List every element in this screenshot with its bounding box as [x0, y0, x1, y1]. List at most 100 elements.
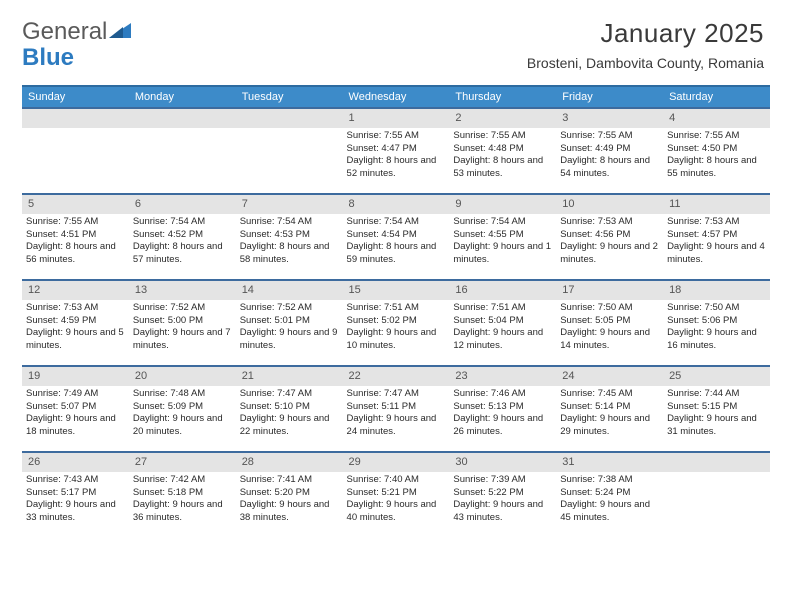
sunset-line: Sunset: 5:17 PM: [26, 487, 125, 500]
daylight-line: Daylight: 9 hours and 29 minutes.: [560, 413, 659, 439]
sunset-line: Sunset: 5:01 PM: [240, 315, 339, 328]
day-number: 14: [236, 281, 343, 300]
sunset-line: Sunset: 5:05 PM: [560, 315, 659, 328]
sunset-line: Sunset: 5:07 PM: [26, 401, 125, 414]
calendar-cell: 5Sunrise: 7:55 AMSunset: 4:51 PMDaylight…: [22, 194, 129, 280]
calendar-cell: 27Sunrise: 7:42 AMSunset: 5:18 PMDayligh…: [129, 452, 236, 538]
calendar-cell: 16Sunrise: 7:51 AMSunset: 5:04 PMDayligh…: [449, 280, 556, 366]
sunrise-line: Sunrise: 7:53 AM: [560, 216, 659, 229]
calendar-cell: 13Sunrise: 7:52 AMSunset: 5:00 PMDayligh…: [129, 280, 236, 366]
calendar-row: 1Sunrise: 7:55 AMSunset: 4:47 PMDaylight…: [22, 108, 770, 194]
day-number: 11: [663, 195, 770, 214]
daylight-line: Daylight: 9 hours and 40 minutes.: [347, 499, 446, 525]
day-number: 3: [556, 109, 663, 128]
daylight-line: Daylight: 9 hours and 7 minutes.: [133, 327, 232, 353]
sunset-line: Sunset: 4:55 PM: [453, 229, 552, 242]
day-details: Sunrise: 7:53 AMSunset: 4:57 PMDaylight:…: [663, 214, 770, 269]
calendar-cell: 26Sunrise: 7:43 AMSunset: 5:17 PMDayligh…: [22, 452, 129, 538]
sunset-line: Sunset: 4:48 PM: [453, 143, 552, 156]
daylight-line: Daylight: 8 hours and 59 minutes.: [347, 241, 446, 267]
sunrise-line: Sunrise: 7:43 AM: [26, 474, 125, 487]
sunset-line: Sunset: 5:10 PM: [240, 401, 339, 414]
sunrise-line: Sunrise: 7:47 AM: [347, 388, 446, 401]
calendar-cell: 9Sunrise: 7:54 AMSunset: 4:55 PMDaylight…: [449, 194, 556, 280]
calendar-table: Sunday Monday Tuesday Wednesday Thursday…: [22, 85, 770, 538]
daylight-line: Daylight: 9 hours and 24 minutes.: [347, 413, 446, 439]
sunrise-line: Sunrise: 7:53 AM: [667, 216, 766, 229]
sunrise-line: Sunrise: 7:54 AM: [133, 216, 232, 229]
sunset-line: Sunset: 4:56 PM: [560, 229, 659, 242]
calendar-cell: 7Sunrise: 7:54 AMSunset: 4:53 PMDaylight…: [236, 194, 343, 280]
daylight-line: Daylight: 9 hours and 31 minutes.: [667, 413, 766, 439]
day-details: Sunrise: 7:52 AMSunset: 5:00 PMDaylight:…: [129, 300, 236, 355]
day-details: Sunrise: 7:47 AMSunset: 5:10 PMDaylight:…: [236, 386, 343, 441]
day-details: Sunrise: 7:55 AMSunset: 4:49 PMDaylight:…: [556, 128, 663, 183]
day-number: 6: [129, 195, 236, 214]
sunset-line: Sunset: 5:00 PM: [133, 315, 232, 328]
daylight-line: Daylight: 8 hours and 52 minutes.: [347, 155, 446, 181]
day-number: 2: [449, 109, 556, 128]
calendar-cell: 20Sunrise: 7:48 AMSunset: 5:09 PMDayligh…: [129, 366, 236, 452]
day-details: Sunrise: 7:46 AMSunset: 5:13 PMDaylight:…: [449, 386, 556, 441]
sunset-line: Sunset: 4:53 PM: [240, 229, 339, 242]
calendar-cell: 17Sunrise: 7:50 AMSunset: 5:05 PMDayligh…: [556, 280, 663, 366]
weekday-header-row: Sunday Monday Tuesday Wednesday Thursday…: [22, 86, 770, 108]
day-number: 20: [129, 367, 236, 386]
sunrise-line: Sunrise: 7:55 AM: [26, 216, 125, 229]
day-number: 27: [129, 453, 236, 472]
day-details: Sunrise: 7:38 AMSunset: 5:24 PMDaylight:…: [556, 472, 663, 527]
sunrise-line: Sunrise: 7:54 AM: [453, 216, 552, 229]
day-details: Sunrise: 7:54 AMSunset: 4:53 PMDaylight:…: [236, 214, 343, 269]
sunrise-line: Sunrise: 7:55 AM: [667, 130, 766, 143]
calendar-cell: 10Sunrise: 7:53 AMSunset: 4:56 PMDayligh…: [556, 194, 663, 280]
sunrise-line: Sunrise: 7:38 AM: [560, 474, 659, 487]
daylight-line: Daylight: 9 hours and 14 minutes.: [560, 327, 659, 353]
sunset-line: Sunset: 5:21 PM: [347, 487, 446, 500]
day-number: 28: [236, 453, 343, 472]
day-number: [236, 109, 343, 128]
calendar-body: 1Sunrise: 7:55 AMSunset: 4:47 PMDaylight…: [22, 108, 770, 538]
title-block: January 2025 Brosteni, Dambovita County,…: [527, 18, 764, 71]
daylight-line: Daylight: 9 hours and 10 minutes.: [347, 327, 446, 353]
day-details: Sunrise: 7:50 AMSunset: 5:05 PMDaylight:…: [556, 300, 663, 355]
weekday-header: Thursday: [449, 86, 556, 108]
weekday-header: Sunday: [22, 86, 129, 108]
day-details: Sunrise: 7:55 AMSunset: 4:47 PMDaylight:…: [343, 128, 450, 183]
sunset-line: Sunset: 5:22 PM: [453, 487, 552, 500]
sunset-line: Sunset: 5:04 PM: [453, 315, 552, 328]
day-details: Sunrise: 7:53 AMSunset: 4:56 PMDaylight:…: [556, 214, 663, 269]
weekday-header: Friday: [556, 86, 663, 108]
sunset-line: Sunset: 5:20 PM: [240, 487, 339, 500]
day-details: Sunrise: 7:45 AMSunset: 5:14 PMDaylight:…: [556, 386, 663, 441]
sunrise-line: Sunrise: 7:48 AM: [133, 388, 232, 401]
sunrise-line: Sunrise: 7:51 AM: [347, 302, 446, 315]
daylight-line: Daylight: 8 hours and 56 minutes.: [26, 241, 125, 267]
weekday-header: Monday: [129, 86, 236, 108]
day-number: 19: [22, 367, 129, 386]
daylight-line: Daylight: 8 hours and 54 minutes.: [560, 155, 659, 181]
daylight-line: Daylight: 9 hours and 18 minutes.: [26, 413, 125, 439]
day-details: Sunrise: 7:51 AMSunset: 5:02 PMDaylight:…: [343, 300, 450, 355]
sunset-line: Sunset: 5:14 PM: [560, 401, 659, 414]
calendar-cell: 22Sunrise: 7:47 AMSunset: 5:11 PMDayligh…: [343, 366, 450, 452]
day-details: Sunrise: 7:54 AMSunset: 4:54 PMDaylight:…: [343, 214, 450, 269]
day-number: 30: [449, 453, 556, 472]
calendar-cell: 23Sunrise: 7:46 AMSunset: 5:13 PMDayligh…: [449, 366, 556, 452]
sunset-line: Sunset: 5:24 PM: [560, 487, 659, 500]
day-details: Sunrise: 7:39 AMSunset: 5:22 PMDaylight:…: [449, 472, 556, 527]
day-number: [22, 109, 129, 128]
sunrise-line: Sunrise: 7:50 AM: [560, 302, 659, 315]
sunrise-line: Sunrise: 7:54 AM: [347, 216, 446, 229]
daylight-line: Daylight: 9 hours and 5 minutes.: [26, 327, 125, 353]
logo-triangle-icon: [109, 21, 131, 39]
daylight-line: Daylight: 9 hours and 43 minutes.: [453, 499, 552, 525]
sunrise-line: Sunrise: 7:54 AM: [240, 216, 339, 229]
day-number: 31: [556, 453, 663, 472]
daylight-line: Daylight: 9 hours and 20 minutes.: [133, 413, 232, 439]
sunset-line: Sunset: 5:15 PM: [667, 401, 766, 414]
logo-text-gray: General: [22, 18, 107, 46]
sunrise-line: Sunrise: 7:55 AM: [560, 130, 659, 143]
day-number: 16: [449, 281, 556, 300]
logo: General: [22, 18, 131, 46]
day-number: 1: [343, 109, 450, 128]
